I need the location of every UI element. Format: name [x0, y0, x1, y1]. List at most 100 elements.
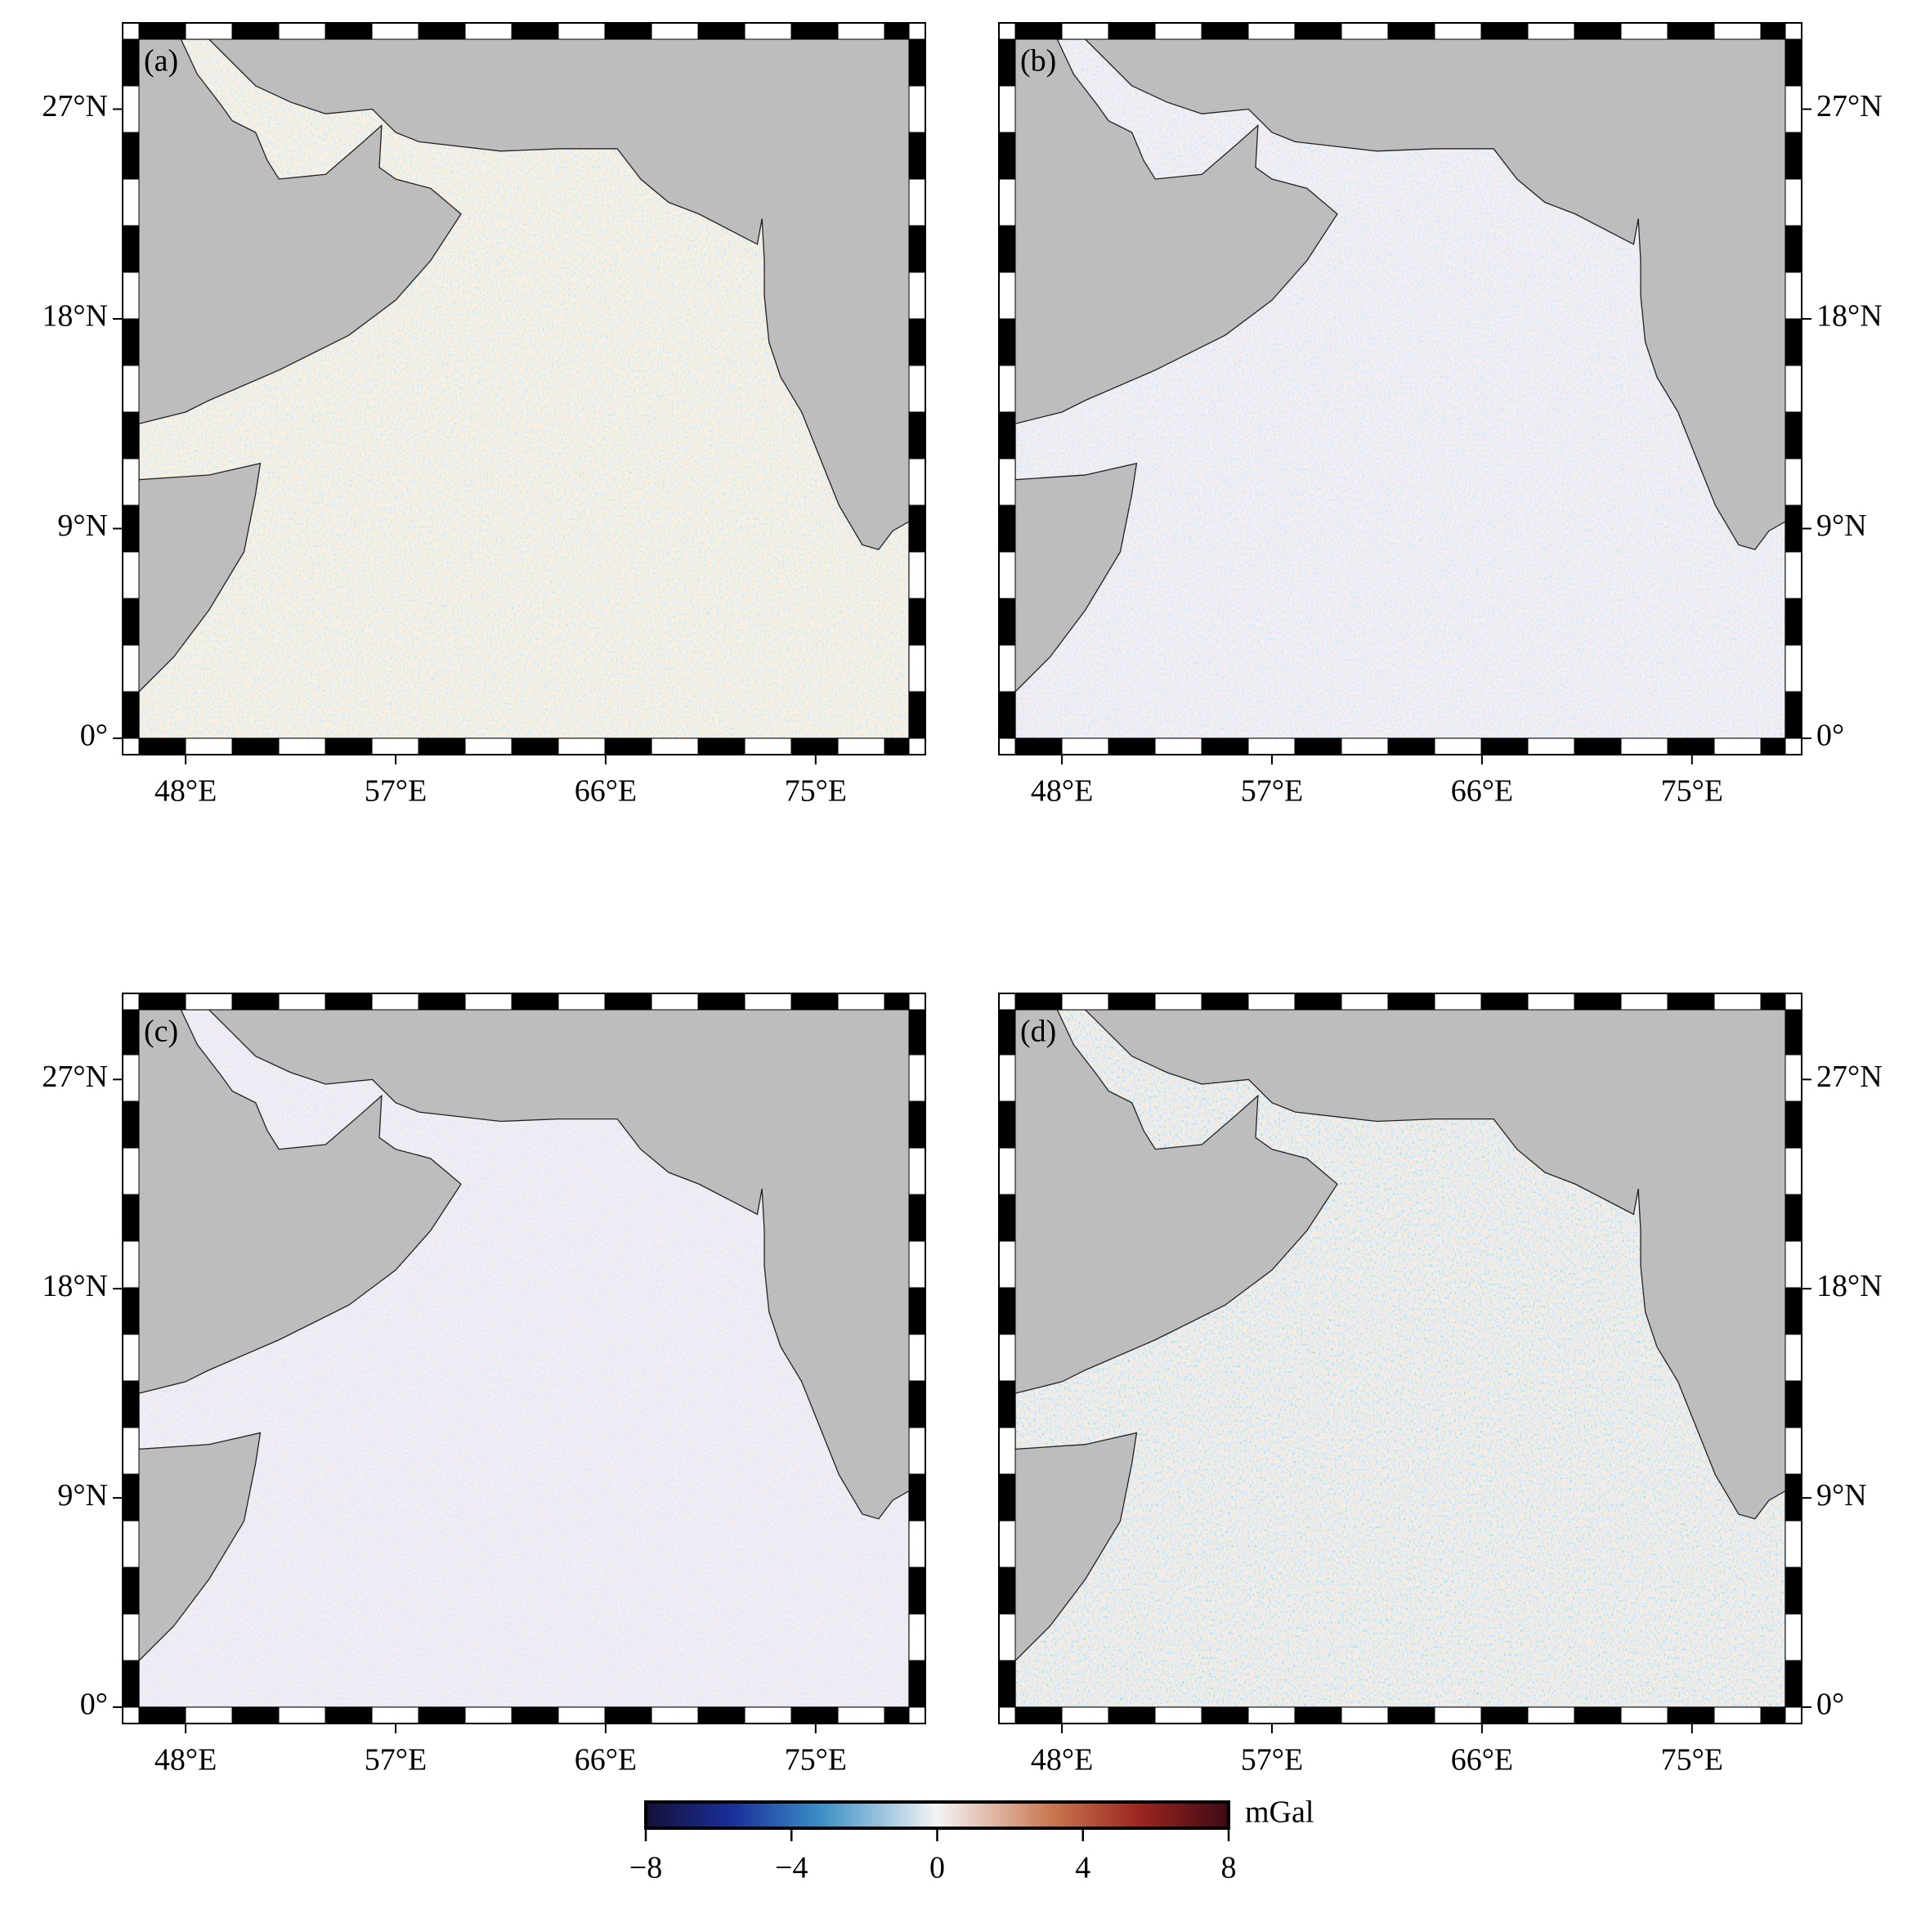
frame-segment [1480, 1706, 1529, 1724]
frame-segment [697, 22, 746, 40]
frame-segment [908, 504, 926, 553]
frame-segment [122, 1100, 140, 1149]
x-tick-label: 48°E [154, 1743, 217, 1777]
frame-segment [231, 737, 280, 755]
frame-segment [604, 737, 652, 755]
frame-segment [1294, 737, 1342, 755]
frame-segment [790, 22, 839, 40]
x-tick-label: 48°E [1031, 1743, 1093, 1777]
frame-segment [1784, 1334, 1802, 1382]
frame-segment [1201, 737, 1249, 755]
frame-segment [278, 993, 326, 1011]
frame-segment [1527, 1706, 1575, 1724]
frame-segment [1760, 993, 1786, 1011]
frame-segment [884, 22, 910, 40]
frame-segment [651, 993, 699, 1011]
frame-segment [1784, 1660, 1802, 1708]
frame-segment [1784, 178, 1802, 226]
frame-segment [1014, 22, 1063, 40]
frame-segment [908, 38, 926, 87]
x-tick-label: 66°E [1451, 774, 1513, 809]
frame-segment [837, 1706, 885, 1724]
frame-segment [1154, 22, 1202, 40]
frame-segment [231, 22, 280, 40]
frame-segment [1784, 1009, 1802, 1056]
frame-segment [908, 691, 926, 739]
frame-segment [1480, 993, 1529, 1011]
frame-segment [908, 1240, 926, 1289]
frame-segment [1760, 737, 1786, 755]
frame-segment [998, 1054, 1016, 1102]
frame-segment [998, 1380, 1016, 1428]
frame-segment [1667, 1706, 1715, 1724]
frame-segment [908, 318, 926, 366]
frame-segment [1784, 458, 1802, 506]
frame-segment [122, 1009, 140, 1056]
frame-segment [1784, 1380, 1802, 1428]
frame-segment [884, 993, 910, 1011]
y-tick-label: 27°N [1816, 89, 1883, 123]
frame-segment [1784, 365, 1802, 413]
frame-segment [1620, 22, 1668, 40]
frame-segment [908, 551, 926, 599]
frame-segment [122, 1473, 140, 1522]
frame-segment [908, 598, 926, 646]
frame-segment [557, 22, 606, 40]
frame-segment [744, 22, 792, 40]
frame-segment [697, 737, 746, 755]
frame-segment [1784, 1613, 1802, 1661]
frame-segment [1784, 1287, 1802, 1335]
frame-segment [744, 1706, 792, 1724]
frame-segment [1154, 737, 1202, 755]
frame-segment [122, 225, 140, 273]
frame-segment [604, 22, 652, 40]
panel-label: (b) [1020, 44, 1056, 78]
frame-segment [1341, 1706, 1389, 1724]
frame-segment [418, 993, 466, 1011]
y-tick-label: 27°N [42, 89, 108, 123]
frame-segment [122, 178, 140, 226]
frame-segment [908, 1194, 926, 1242]
frame-segment [122, 458, 140, 506]
frame-segment [1574, 993, 1622, 1011]
map-panel: (c) 48°E 57°E 66°E 75°E 0° 9°N 18°N 27°N [42, 993, 926, 1777]
frame-segment [1527, 737, 1575, 755]
frame-segment [908, 644, 926, 693]
frame-segment [1434, 22, 1482, 40]
frame-segment [122, 365, 140, 413]
frame-segment [122, 1660, 140, 1708]
frame-segment [1061, 1706, 1109, 1724]
x-tick-label: 48°E [1031, 774, 1093, 809]
frame-segment [1784, 1473, 1802, 1522]
y-tick-label: 9°N [57, 1478, 108, 1513]
frame-segment [122, 1567, 140, 1615]
frame-segment [651, 737, 699, 755]
map-frame [122, 993, 926, 1724]
frame-segment [122, 691, 140, 739]
frame-segment [1784, 691, 1802, 739]
frame-segment [1574, 22, 1622, 40]
frame-segment [1247, 993, 1296, 1011]
x-tick-label: 57°E [1241, 774, 1303, 809]
frame-segment [998, 132, 1016, 180]
frame-segment [464, 1706, 513, 1724]
frame-segment [908, 85, 926, 133]
frame-segment [325, 737, 373, 755]
frame-segment [278, 22, 326, 40]
frame-segment [998, 1473, 1016, 1522]
frame-segment [185, 737, 233, 755]
frame-segment [1154, 1706, 1202, 1724]
frame-segment [998, 1100, 1016, 1149]
map-frame [998, 22, 1802, 755]
frame-segment [1387, 993, 1435, 1011]
frame-segment [908, 1380, 926, 1428]
x-tick-label: 57°E [365, 774, 427, 809]
frame-segment [1760, 22, 1786, 40]
frame-segment [464, 22, 513, 40]
frame-segment [1014, 1706, 1063, 1724]
frame-segment [1061, 22, 1109, 40]
frame-segment [371, 22, 419, 40]
frame-segment [908, 1334, 926, 1382]
frame-segment [1784, 1240, 1802, 1289]
frame-segment [1434, 993, 1482, 1011]
